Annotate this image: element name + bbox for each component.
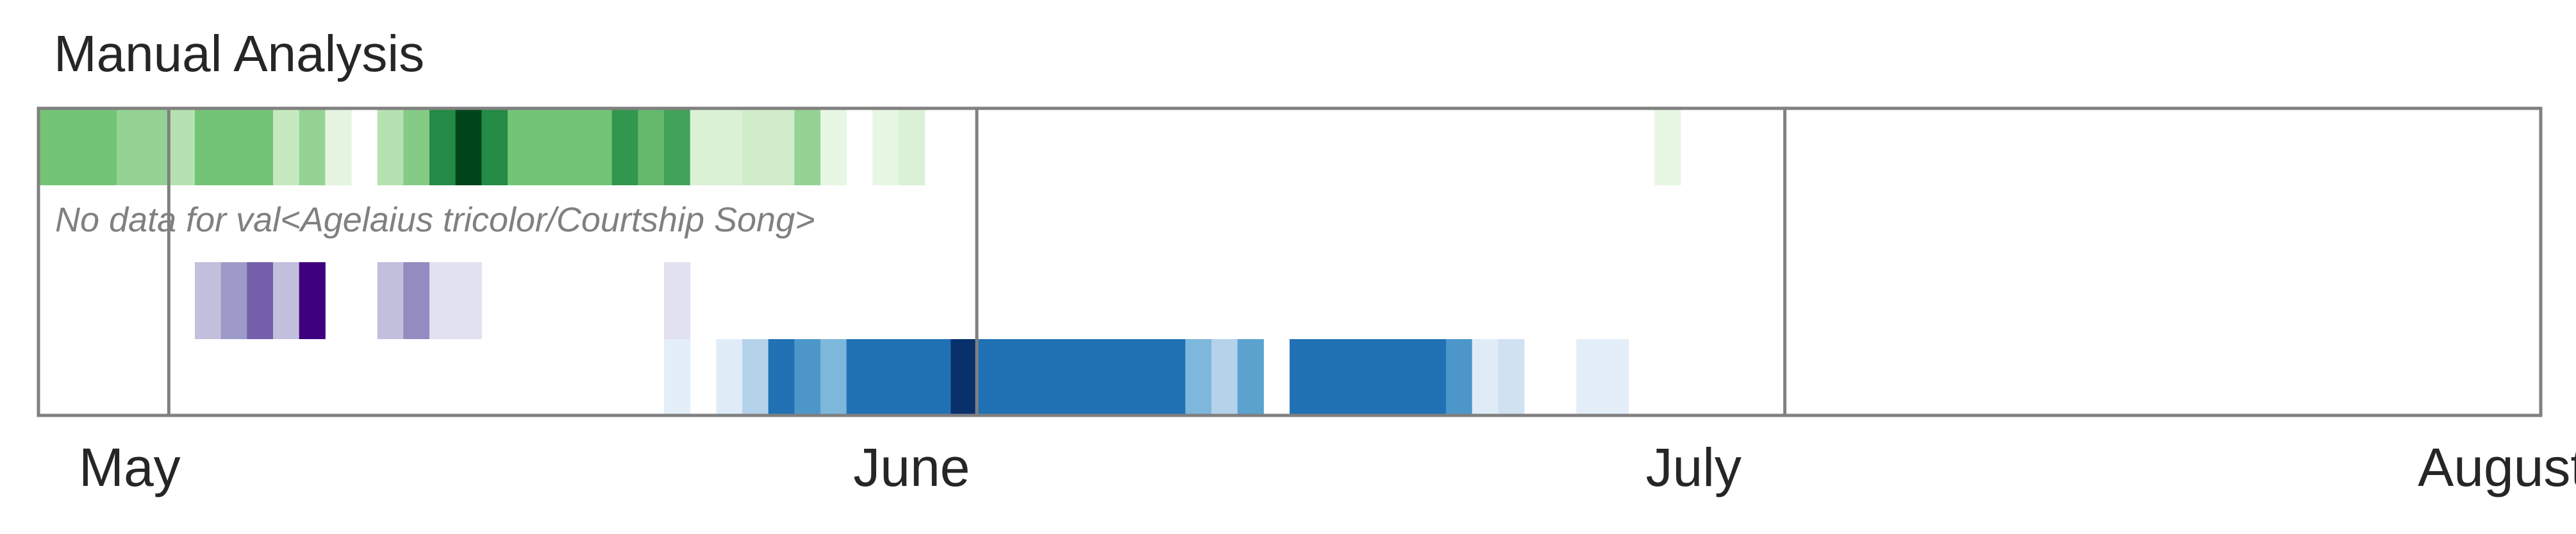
heatmap-cell xyxy=(1002,339,1029,416)
heatmap-cell xyxy=(820,339,847,416)
heatmap-cell xyxy=(90,108,117,185)
heatmap-cell xyxy=(611,108,638,185)
heatmap-cell xyxy=(820,108,847,185)
heatmap-cell xyxy=(455,262,482,339)
heatmap-cell xyxy=(377,108,404,185)
heatmap-cell xyxy=(560,108,586,185)
heatmap-cell xyxy=(664,108,691,185)
heatmap-cell xyxy=(1029,339,1056,416)
heatmap-cell xyxy=(1342,339,1368,416)
heatmap-cell xyxy=(429,108,456,185)
heatmap-cell xyxy=(247,108,274,185)
heatmap-cell xyxy=(1602,339,1629,416)
heatmap-cell xyxy=(1420,339,1447,416)
heatmap-cell xyxy=(742,339,769,416)
heatmap-cell xyxy=(1211,339,1238,416)
heatmap-cell xyxy=(1055,339,1082,416)
heatmap-cell xyxy=(924,339,951,416)
heatmap-cell xyxy=(481,108,508,185)
plot-frame xyxy=(37,106,2543,417)
heatmap-cell xyxy=(768,339,795,416)
heatmap-cell xyxy=(768,108,795,185)
heatmap-cell xyxy=(377,262,404,339)
heatmap-cell xyxy=(169,108,195,185)
heatmap-cell xyxy=(716,108,743,185)
heatmap-cell xyxy=(142,108,169,185)
heatmap-cell xyxy=(195,108,222,185)
heatmap-cell xyxy=(533,108,560,185)
heatmap-cell xyxy=(64,108,91,185)
heatmap-cell xyxy=(664,339,691,416)
heatmap-cell xyxy=(977,339,1004,416)
heatmap-cell xyxy=(299,262,326,339)
heatmap-cell xyxy=(1498,339,1525,416)
heatmap-cell xyxy=(429,262,456,339)
heatmap-cell xyxy=(846,339,873,416)
heatmap-cell xyxy=(1133,339,1160,416)
heatmap-cell xyxy=(1315,339,1342,416)
x-tick-label: July xyxy=(1646,437,1741,497)
heatmap-cell xyxy=(1290,339,1317,416)
x-tick-label: June xyxy=(853,437,970,497)
heatmap-cell xyxy=(1107,339,1134,416)
heatmap-cell xyxy=(586,108,613,185)
heatmap-cell xyxy=(716,339,743,416)
heatmap-cell xyxy=(664,262,691,339)
chart-title: Manual Analysis xyxy=(54,25,425,82)
heatmap-cell xyxy=(638,108,665,185)
heatmap-cell xyxy=(690,108,717,185)
heatmap-cell xyxy=(742,108,769,185)
heatmap-cell xyxy=(455,108,482,185)
heatmap-cell xyxy=(951,339,977,416)
heatmap-cell xyxy=(273,262,300,339)
heatmap-cell xyxy=(273,108,300,185)
heatmap-cell xyxy=(195,262,222,339)
heatmap-cell xyxy=(1654,108,1681,185)
heatmap-cell xyxy=(1576,339,1603,416)
heatmap-cell xyxy=(1446,339,1473,416)
heatmap-cell xyxy=(508,108,535,185)
heatmap-cell xyxy=(403,262,430,339)
heatmap-cell xyxy=(325,108,352,185)
heatmap-cell xyxy=(899,339,926,416)
heatmap-cell xyxy=(872,108,899,185)
heatmap-cell xyxy=(1081,339,1108,416)
x-tick-label: May xyxy=(79,437,181,497)
heatmap-cell xyxy=(899,108,926,185)
heatmap-cell xyxy=(872,339,899,416)
heatmap-cell xyxy=(247,262,274,339)
heatmap-cell xyxy=(1159,339,1186,416)
heatmap-cell xyxy=(1368,339,1395,416)
heatmap-cell xyxy=(117,108,144,185)
heatmap-cell xyxy=(1237,339,1264,416)
heatmap-cell xyxy=(794,339,821,416)
heatmap-cell xyxy=(1472,339,1499,416)
heatmap-cell xyxy=(220,108,247,185)
heatmap-cell xyxy=(38,108,65,185)
x-tick-label: August xyxy=(2418,437,2576,497)
heatmap-cell xyxy=(1185,339,1212,416)
heatmap-cell xyxy=(794,108,821,185)
heatmap-cell xyxy=(1393,339,1420,416)
heatmap-cell xyxy=(220,262,247,339)
no-data-message: No data for val<Agelaius tricolor/Courts… xyxy=(55,201,815,239)
heatmap-cell xyxy=(403,108,430,185)
heatmap-cell xyxy=(299,108,326,185)
